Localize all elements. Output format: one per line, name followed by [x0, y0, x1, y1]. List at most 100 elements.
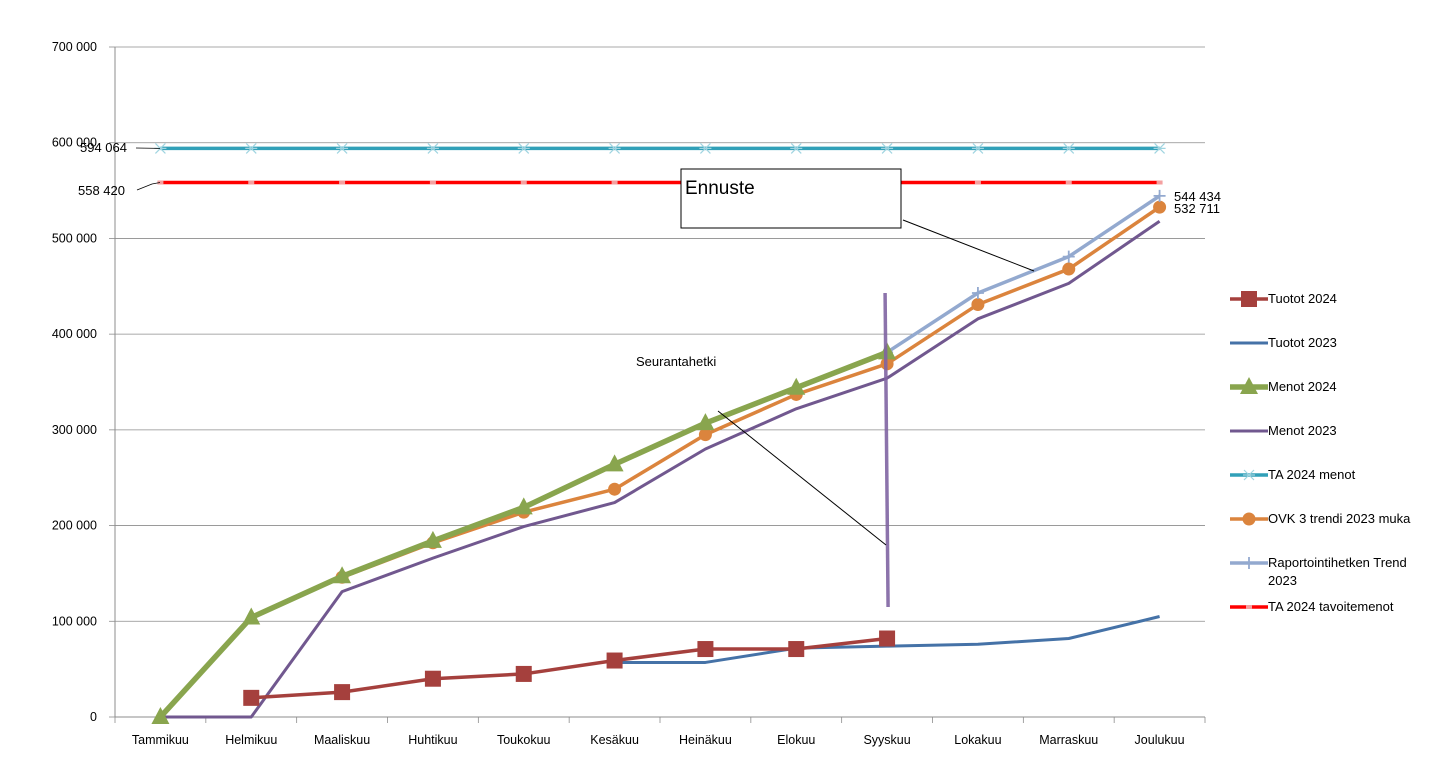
marker-dash [520, 180, 527, 185]
x-tick-label: Joulukuu [1135, 733, 1185, 747]
legend-label: Tuotot 2023 [1268, 335, 1337, 350]
legend-item-raportointihetken-trend-2023: Raportointihetken Trend 2023 [1230, 555, 1407, 588]
marker-star [881, 142, 894, 154]
legend-label: Raportointihetken Trend [1268, 555, 1407, 570]
marker-dash [1156, 180, 1163, 185]
marker-circle [1062, 262, 1076, 276]
x-tick-label: Tammikuu [132, 733, 189, 747]
legend-label: Menot 2023 [1268, 423, 1337, 438]
x-tick-label: Helmikuu [225, 733, 277, 747]
marker-star [1243, 469, 1255, 481]
marker-square [788, 641, 805, 658]
data-label-544434: 544 434 [1174, 189, 1221, 204]
x-tick-label: Marraskuu [1039, 733, 1098, 747]
marker-circle [1153, 200, 1167, 214]
legend-item-ta-2024-menot: TA 2024 menot [1230, 467, 1356, 482]
series-menot-2023 [160, 219, 1161, 719]
marker-star [608, 142, 621, 154]
x-tick-label: Toukokuu [497, 733, 551, 747]
marker-star [1153, 142, 1166, 154]
marker-star [426, 142, 439, 154]
x-axis-ticks: Tammikuu Helmikuu Maaliskuu Huhtikuu Toukoku… [114, 717, 1206, 747]
y-axis-ticks: 0 100 000 200 000 300 000 400 000 500 000 600 … [52, 40, 115, 724]
y-tick-label: 400 000 [52, 327, 97, 341]
x-tick-label: Elokuu [777, 733, 815, 747]
annotation-seurantahetki-leader [717, 410, 887, 546]
y-tick-label: 700 000 [52, 40, 97, 54]
marker-dash [248, 180, 255, 185]
y-tick-label: 500 000 [52, 231, 97, 245]
marker-triangle [242, 607, 261, 625]
x-tick-label: Huhtikuu [408, 733, 457, 747]
annotation-seurantahetki: Seurantahetki [636, 354, 716, 369]
legend-item-ta-2024-tavoitemenot: TA 2024 tavoitemenot [1230, 599, 1394, 614]
data-label-594064: 594 064 [80, 140, 127, 155]
data-label-558420: 558 420 [78, 183, 125, 198]
legend-item-tuotot-2024: Tuotot 2024 [1230, 291, 1337, 307]
marker-star [1062, 142, 1075, 154]
marker-circle [1242, 512, 1256, 526]
marker-triangle [514, 497, 533, 515]
marker-plus [971, 286, 984, 299]
marker-dash [974, 180, 981, 185]
legend-label: 2023 [1268, 573, 1297, 588]
legend-label: TA 2024 menot [1268, 467, 1356, 482]
marker-triangle [605, 454, 624, 472]
legend: Tuotot 2024 Tuotot 2023 Menot 2024 Menot 20… [1230, 291, 1411, 614]
legend-label: TA 2024 tavoitemenot [1268, 599, 1394, 614]
marker-star [245, 142, 258, 154]
marker-square [515, 665, 532, 682]
grid-lines [115, 46, 1205, 622]
x-tick-label: Maaliskuu [314, 733, 370, 747]
y-tick-label: 100 000 [52, 614, 97, 628]
marker-triangle [696, 413, 715, 431]
marker-dash [339, 180, 346, 185]
series-tuotot-2024 [243, 630, 896, 706]
marker-dash [429, 180, 436, 185]
series-line-raportointihetken-trend-2023 [886, 194, 1161, 354]
annotations: Seurantahetki Ennuste [636, 168, 1035, 608]
x-tick-label: Kesäkuu [590, 733, 639, 747]
marker-plus [1243, 557, 1255, 569]
series-line-ovk-3-trendi-2023-muka [341, 205, 1161, 579]
series-line-menot-2023 [160, 219, 1161, 719]
series-ta-2024-menot [154, 142, 1166, 154]
y-tick-label: 300 000 [52, 423, 97, 437]
legend-item-tuotot-2023: Tuotot 2023 [1230, 335, 1337, 350]
legend-label: Menot 2024 [1268, 379, 1337, 394]
annotation-ennuste: Ennuste [685, 178, 755, 199]
series-line-menot-2024 [158, 349, 889, 719]
y-tick-label: 200 000 [52, 519, 97, 533]
marker-plus [1062, 250, 1075, 263]
series-ta-2024-tavoitemenot [157, 180, 1163, 185]
marker-star [517, 142, 530, 154]
series-raportointihetken-trend-2023 [881, 189, 1166, 359]
marker-circle [971, 297, 985, 311]
marker-star [699, 142, 712, 154]
tracking-line [883, 292, 890, 608]
marker-star [971, 142, 984, 154]
legend-item-menot-2023: Menot 2023 [1230, 423, 1337, 438]
marker-square [606, 652, 623, 669]
series-ovk-3-trendi-2023-muka [335, 200, 1167, 584]
y-tick-label: 600 000 [52, 136, 97, 150]
marker-square [1241, 291, 1257, 307]
legend-label: OVK 3 trendi 2023 muka [1268, 511, 1411, 526]
marker-dash [1065, 180, 1072, 185]
y-tick-label: 0 [90, 710, 97, 724]
marker-square [334, 684, 351, 701]
x-tick-label: Syyskuu [863, 733, 910, 747]
marker-dash [1246, 605, 1252, 609]
data-label-532711: 532 711 [1174, 201, 1220, 216]
marker-triangle [333, 566, 352, 584]
annotation-ennuste-box [680, 168, 902, 229]
marker-star [790, 142, 803, 154]
marker-square [243, 689, 260, 706]
marker-circle [608, 482, 622, 496]
marker-triangle [1240, 377, 1258, 394]
marker-triangle [151, 707, 170, 724]
data-label-558420-leader [136, 182, 161, 191]
x-tick-label: Lokakuu [954, 733, 1001, 747]
marker-dash [157, 180, 164, 185]
